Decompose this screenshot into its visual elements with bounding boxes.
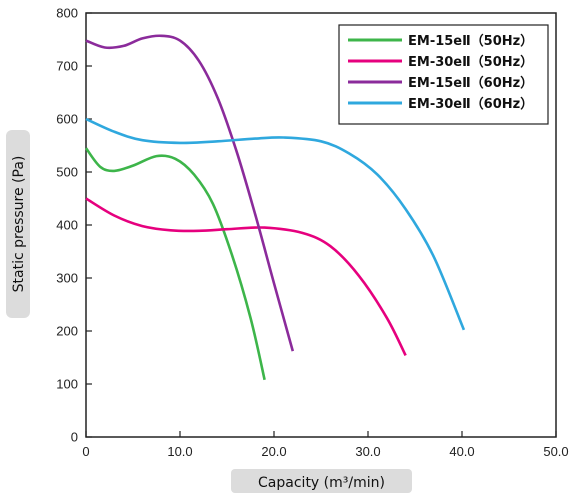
- y-axis-ticks: 0 100 200 300 400 500 600 700 800: [56, 6, 92, 445]
- series-lines: [84, 34, 466, 381]
- y-tick-label: 100: [56, 377, 78, 392]
- legend-label-3: EM-15eⅡ（60Hz）: [408, 75, 533, 91]
- y-tick-label: 200: [56, 324, 78, 339]
- x-tick-label: 40.0: [449, 444, 474, 459]
- y-tick-label: 500: [56, 165, 78, 180]
- x-tick-label: 30.0: [355, 444, 380, 459]
- x-axis-title: Capacity (m³/min): [258, 475, 385, 491]
- legend: EM-15eⅡ（50Hz） EM-30eⅡ（50Hz） EM-15eⅡ（60Hz） E…: [338, 24, 549, 125]
- x-tick-label: 20.0: [261, 444, 286, 459]
- x-axis-ticks: 0 10.0 20.0 30.0 40.0 50.0: [82, 431, 569, 459]
- y-tick-label: 300: [56, 271, 78, 286]
- legend-label-1: EM-15eⅡ（50Hz）: [408, 33, 533, 49]
- y-tick-label: 400: [56, 218, 78, 233]
- x-axis-title-background: [231, 469, 412, 493]
- legend-label-4: EM-30eⅡ（60Hz）: [408, 96, 533, 112]
- x-tick-label: 0: [82, 444, 89, 459]
- x-tick-label: 10.0: [167, 444, 192, 459]
- x-axis-title-group: Capacity (m³/min): [231, 469, 412, 493]
- y-axis-title: Static pressure (Pa): [11, 156, 27, 293]
- series-line-3: [85, 34, 295, 352]
- y-tick-label: 600: [56, 112, 78, 127]
- series-line-1: [84, 147, 266, 381]
- y-axis-title-group: Static pressure (Pa): [6, 130, 30, 318]
- x-tick-label: 50.0: [543, 444, 568, 459]
- y-tick-label: 700: [56, 59, 78, 74]
- legend-label-2: EM-30eⅡ（50Hz）: [408, 54, 533, 70]
- series-line-2: [85, 197, 407, 356]
- y-axis-title-background: [6, 130, 30, 318]
- y-tick-label: 800: [56, 6, 78, 21]
- series-line-4: [85, 117, 466, 331]
- y-tick-label: 0: [71, 430, 78, 445]
